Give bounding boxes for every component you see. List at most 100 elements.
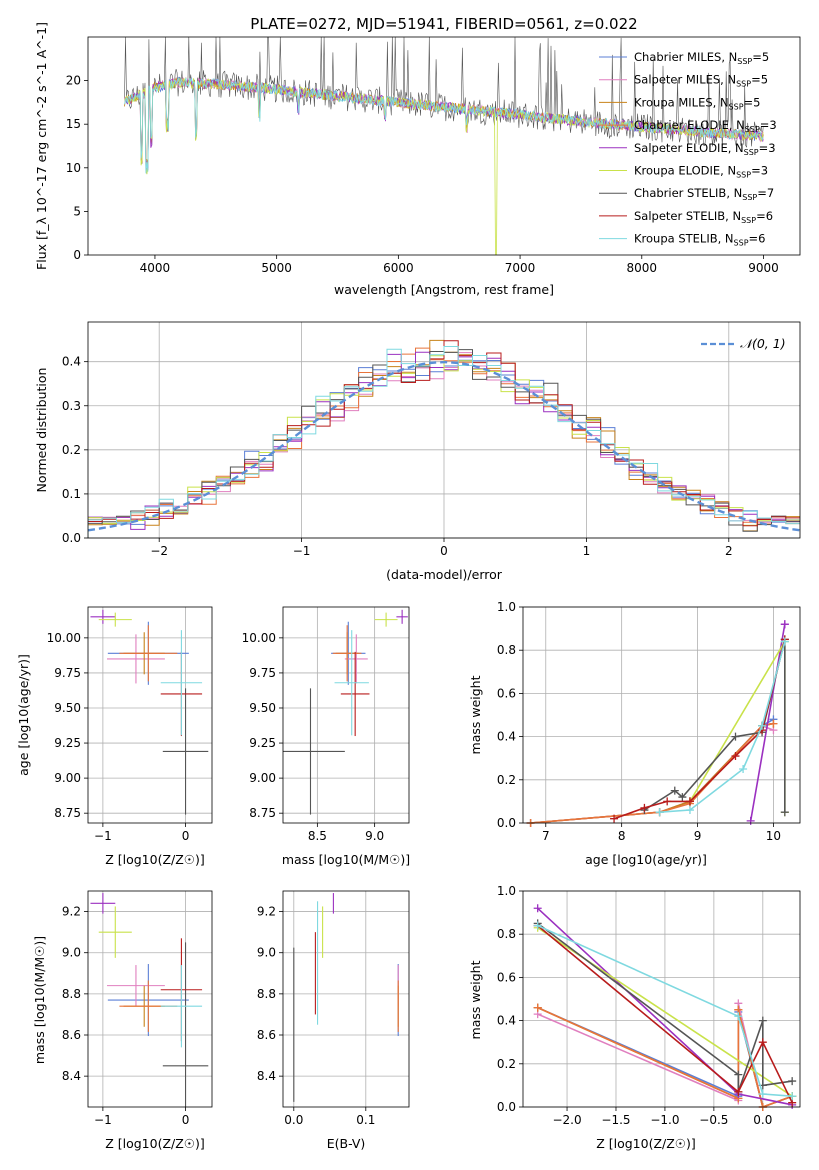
age-vs-mass-panel: 8.5 9.0 8.75 9.00 9.25 9.50 9.75 10.00 [242, 606, 410, 843]
x-tick-label: 6000 [383, 261, 414, 275]
hist-series-8 [88, 346, 800, 538]
x-tick-label: 2 [725, 544, 733, 558]
y-tick-label: 8.75 [249, 806, 276, 820]
weight-marker-6 [780, 808, 789, 817]
y-tick-label: 9.2 [62, 905, 81, 919]
legend-nssp: =5 [751, 73, 768, 87]
weight-marker-8 [734, 1012, 743, 1021]
weight-marker-8 [758, 721, 767, 730]
legend-sub: SSP [744, 148, 759, 157]
y-tick-label: 9.2 [257, 905, 276, 919]
spectrum-legend: Chabrier MILES, NSSP=5 Salpeter MILES, NS… [599, 50, 777, 248]
y-tick-label: 8.6 [257, 1028, 276, 1042]
agez-xlabel: Z [log10(Z/Z☉)] [105, 852, 205, 867]
massebv-xlabel: E(B-V) [327, 1136, 366, 1151]
axes-frame [282, 890, 410, 1108]
weight-marker-8 [739, 765, 748, 773]
axes-frame [87, 890, 213, 1108]
gaussian-curve [87, 360, 801, 532]
x-tick-label: 0 [182, 1113, 190, 1127]
y-tick-label: 9.00 [249, 771, 276, 785]
weight-marker-3 [769, 719, 778, 728]
hist-legend: 𝒩(0, 1) [701, 336, 786, 351]
x-tick-label: 5000 [261, 261, 292, 275]
weight-line-8 [537, 924, 793, 1097]
x-tick-label: 0.1 [356, 1113, 375, 1127]
y-tick-label: 0.6 [497, 686, 516, 700]
mass-vs-ebv-panel: 0.0 0.1 8.4 8.6 8.8 9.0 9.2 [257, 890, 410, 1127]
x-tick-label: 0 [182, 829, 190, 843]
legend-nssp: =3 [759, 141, 776, 155]
y-tick-label: 9.00 [54, 771, 81, 785]
figure-title: PLATE=0272, MJD=51941, FIBERID=0561, z=0… [250, 15, 637, 33]
weight-marker-6 [670, 786, 679, 795]
axes-frame [522, 890, 801, 1108]
y-tick-label: 8.75 [54, 806, 81, 820]
x-tick-label: −1 [293, 544, 311, 558]
x-tick-label: 0 [440, 544, 448, 558]
mass-vs-z-panel: −1 0 8.4 8.6 8.8 9.0 9.2 [62, 890, 213, 1127]
x-tick-label: 0.0 [284, 1113, 303, 1127]
y-tick-label: 10 [66, 161, 81, 175]
legend-sub: SSP [745, 125, 760, 134]
mwz-xlabel: Z [log10(Z/Z☉)] [596, 1136, 696, 1151]
y-tick-label: 10.00 [242, 631, 276, 645]
legend-sub: SSP [729, 102, 744, 111]
x-tick-label: −0.5 [699, 1113, 728, 1127]
weight-marker-8 [685, 806, 694, 815]
weight-marker-8 [780, 637, 789, 646]
legend-nssp: =5 [744, 95, 761, 109]
axes-frame [522, 606, 801, 824]
y-tick-label: 15 [66, 117, 81, 131]
x-tick-label: 8000 [627, 261, 658, 275]
x-tick-label: −1.5 [601, 1113, 630, 1127]
weight-marker-7 [731, 752, 740, 761]
agez-ylabel: age [log10(age/yr)] [16, 654, 31, 776]
weight-marker-7 [610, 814, 619, 823]
y-tick-label: 0.4 [62, 355, 81, 369]
y-tick-label: 1.0 [497, 884, 516, 898]
x-tick-label: −2 [150, 544, 168, 558]
y-tick-label: 8.6 [62, 1028, 81, 1042]
y-tick-label: 9.50 [54, 701, 81, 715]
y-tick-label: 0.4 [497, 1014, 516, 1028]
y-tick-label: 0.3 [62, 399, 81, 413]
x-tick-label: −1 [94, 829, 112, 843]
y-tick-label: 5 [73, 204, 81, 218]
y-tick-label: 0.1 [62, 487, 81, 501]
y-tick-label: 0.4 [497, 730, 516, 744]
mwage-ylabel: mass weight [468, 675, 483, 754]
x-tick-label: 7 [542, 829, 550, 843]
legend-label-6: Chabrier STELIB, NSSP=7 [634, 186, 774, 202]
weight-marker-8 [533, 921, 542, 930]
y-tick-label: 8.8 [257, 987, 276, 1001]
x-tick-label: −1 [94, 1113, 112, 1127]
y-tick-label: 0.0 [497, 816, 516, 830]
gaussian-legend-label: 𝒩(0, 1) [740, 336, 786, 351]
y-tick-label: 9.25 [54, 736, 81, 750]
axes-frame [87, 321, 801, 539]
legend-sub: SSP [741, 216, 756, 225]
legend-label-1: Salpeter MILES, NSSP=5 [634, 73, 768, 89]
x-tick-label: 8 [618, 829, 626, 843]
spectrum-series-8 [124, 77, 764, 174]
y-tick-label: 8.4 [62, 1069, 81, 1083]
weight-marker-8 [758, 1090, 767, 1099]
weight-marker-7 [758, 1038, 767, 1047]
massz-ylabel: mass [log10(M/M☉)] [32, 936, 47, 1064]
weight-marker-4 [780, 620, 789, 629]
residual-histogram-panel: −2 −1 0 1 2 0.0 0.1 0.2 0.3 0.4 [62, 321, 801, 558]
y-tick-label: 0.2 [497, 773, 516, 787]
legend-sub: SSP [742, 193, 757, 202]
x-tick-label: −1.0 [650, 1113, 679, 1127]
weight-marker-8 [655, 808, 664, 817]
legend-label-8: Kroupa STELIB, NSSP=6 [634, 232, 765, 248]
y-tick-label: 9.25 [249, 736, 276, 750]
legend-sub: SSP [737, 57, 752, 66]
massweight-vs-z-panel: −2.0 −1.5 −1.0 −0.5 0.0 0.0 0.2 0.4 0.6 0.8 1.0 [497, 884, 801, 1127]
y-tick-label: 8.8 [62, 987, 81, 1001]
legend-label-2: Kroupa MILES, NSSP=5 [634, 95, 760, 111]
y-tick-label: 1.0 [497, 600, 516, 614]
legend-label-5: Kroupa ELODIE, NSSP=3 [634, 164, 768, 180]
spectrum-series-6 [124, 37, 764, 171]
